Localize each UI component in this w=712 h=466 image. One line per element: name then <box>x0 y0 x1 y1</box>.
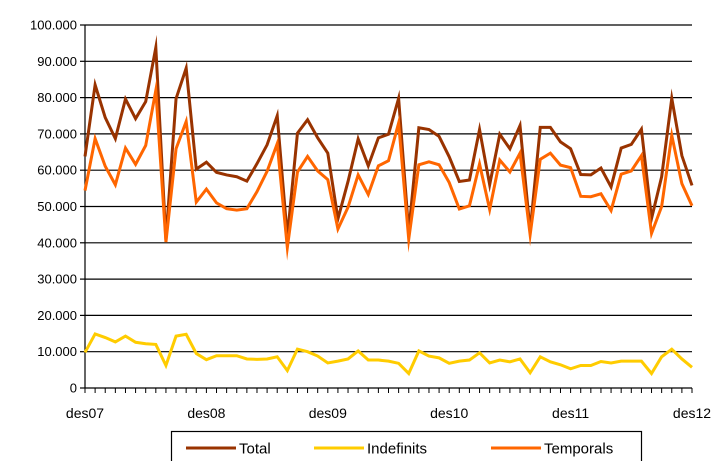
y-tick-label: 20.000 <box>37 308 77 323</box>
y-tick-label: 80.000 <box>37 90 77 105</box>
series-line-total <box>83 34 694 241</box>
gridlines <box>85 24 692 353</box>
x-tick-label: des07 <box>66 405 104 421</box>
y-tick-label: 0 <box>70 381 77 396</box>
tick-labels: 0 10.000 20.000 30.000 40.000 50.000 60.000 70.… <box>30 18 711 422</box>
legend-box <box>170 430 643 465</box>
legend-label-indefinits: Indefinits <box>367 441 427 458</box>
axes <box>80 24 693 393</box>
x-tick-label: des12 <box>673 405 711 421</box>
x-tick-label: des10 <box>430 405 468 421</box>
y-tick-label: 60.000 <box>37 163 77 178</box>
legend-label-total: Total <box>239 441 271 458</box>
x-tick-label: des11 <box>552 405 589 421</box>
x-tick-label: des09 <box>309 405 347 421</box>
y-tick-label: 70.000 <box>37 126 77 141</box>
y-tick-label: 100.000 <box>30 18 77 33</box>
series-line-temporals <box>83 78 694 261</box>
y-tick-label: 40.000 <box>37 235 77 250</box>
y-tick-label: 30.000 <box>37 272 77 287</box>
y-tick-label: 10.000 <box>37 344 77 359</box>
y-tick-label: 90.000 <box>37 54 77 69</box>
x-tick-label: des08 <box>187 405 225 421</box>
legend: Total Indefinits Temporals <box>170 430 643 465</box>
legend-label-temporals: Temporals <box>544 441 613 458</box>
series-lines <box>83 34 694 377</box>
y-tick-label: 50.000 <box>37 199 77 214</box>
series-line-indefinits <box>83 332 693 377</box>
